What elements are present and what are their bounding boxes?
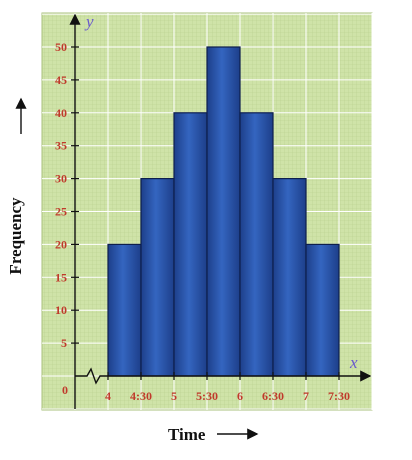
x-tick-label: 7 <box>303 389 309 403</box>
y-tick-label: 25 <box>55 205 67 219</box>
x-tick-label: 5:30 <box>196 389 218 403</box>
x-tick-label: 6:30 <box>262 389 284 403</box>
y-axis-letter: y <box>84 12 94 31</box>
x-tick-label: 4:30 <box>130 389 152 403</box>
axes <box>69 13 372 409</box>
x-tick-label: 5 <box>171 389 177 403</box>
y-tick-label: 30 <box>55 172 67 186</box>
x-tick-label: 7:30 <box>328 389 350 403</box>
histogram-bar: 5:30-6: 50 <box>206 46 241 377</box>
x-axis-label: Time <box>168 425 206 444</box>
histogram-bar: 4-4:30: 20 <box>107 243 142 377</box>
y-tick-label: 50 <box>55 40 67 54</box>
y-tick-label: 20 <box>55 237 67 251</box>
y-tick-label: 35 <box>55 139 67 153</box>
y-tick-label: 10 <box>55 303 67 317</box>
histogram-bar: 7-7:30: 20 <box>305 243 340 377</box>
histogram-bar: 6-6:30: 40 <box>239 112 274 377</box>
origin-label: 0 <box>62 383 68 397</box>
y-tick-label: 15 <box>55 270 67 284</box>
y-axis-label: Frequency <box>6 197 25 275</box>
y-tick-label: 45 <box>55 73 67 87</box>
y-tick-labels: 5 10 15 20 25 30 35 40 45 50 <box>55 40 67 350</box>
histogram-bar: 5-5:30: 40 <box>173 112 208 377</box>
histogram-bar: 6:30-7: 30 <box>272 178 307 377</box>
x-tick-label: 4 <box>105 389 111 403</box>
histogram-bar: 4:30-5: 30 <box>140 178 175 377</box>
y-tick-label: 40 <box>55 106 67 120</box>
x-tick-labels: 4 4:30 5 5:30 6 6:30 7 7:30 <box>105 389 350 403</box>
x-tick-label: 6 <box>237 389 243 403</box>
y-tick-label: 5 <box>61 336 67 350</box>
x-axis-letter: x <box>349 353 358 372</box>
x-axis-line <box>75 367 372 385</box>
